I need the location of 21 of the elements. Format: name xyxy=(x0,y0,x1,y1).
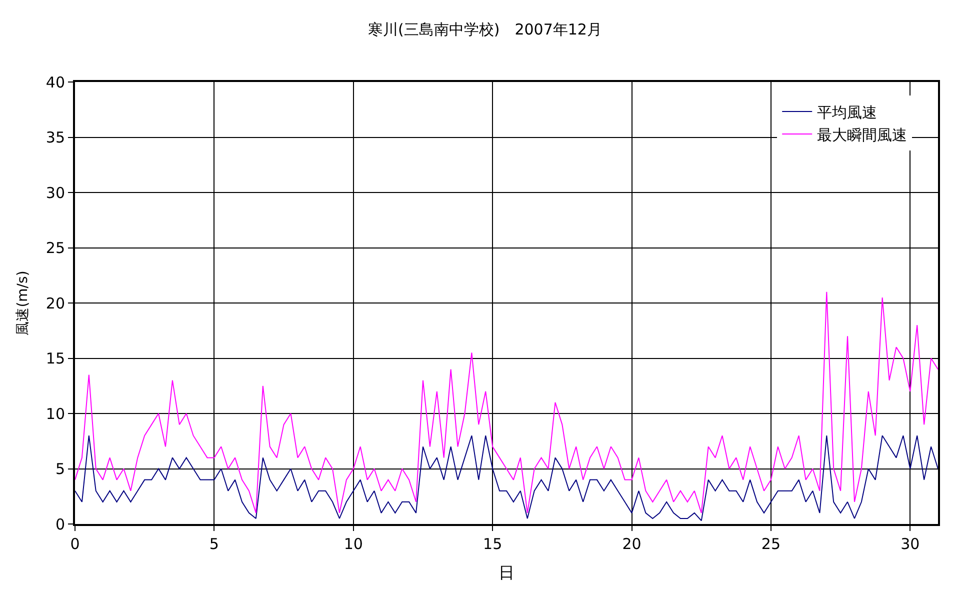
x-tick-label: 0 xyxy=(70,535,80,553)
y-tick-label: 25 xyxy=(46,239,65,257)
y-tick-label: 35 xyxy=(46,128,65,146)
x-tick-label: 30 xyxy=(900,535,920,553)
y-tick-label: 15 xyxy=(46,350,65,368)
x-tick-label: 20 xyxy=(622,535,642,553)
x-tick-label: 25 xyxy=(761,535,781,553)
y-axis-title: 風速(m/s) xyxy=(15,270,32,336)
chart-title: 寒川(三島南中学校) 2007年12月 xyxy=(368,20,602,39)
y-tick-label: 40 xyxy=(46,73,65,92)
x-tick-label: 10 xyxy=(344,535,363,553)
x-tick-label: 15 xyxy=(483,535,502,553)
x-tick-label: 5 xyxy=(209,535,219,553)
y-tick-label: 30 xyxy=(46,184,65,202)
y-tick-label: 20 xyxy=(46,294,65,312)
x-axis-title: 日 xyxy=(498,563,514,582)
y-tick-label: 5 xyxy=(55,460,65,478)
legend-label: 平均風速 xyxy=(817,103,878,122)
y-tick-label: 10 xyxy=(46,404,65,423)
y-tick-label: 0 xyxy=(55,515,65,534)
legend-label: 最大瞬間風速 xyxy=(817,126,908,144)
